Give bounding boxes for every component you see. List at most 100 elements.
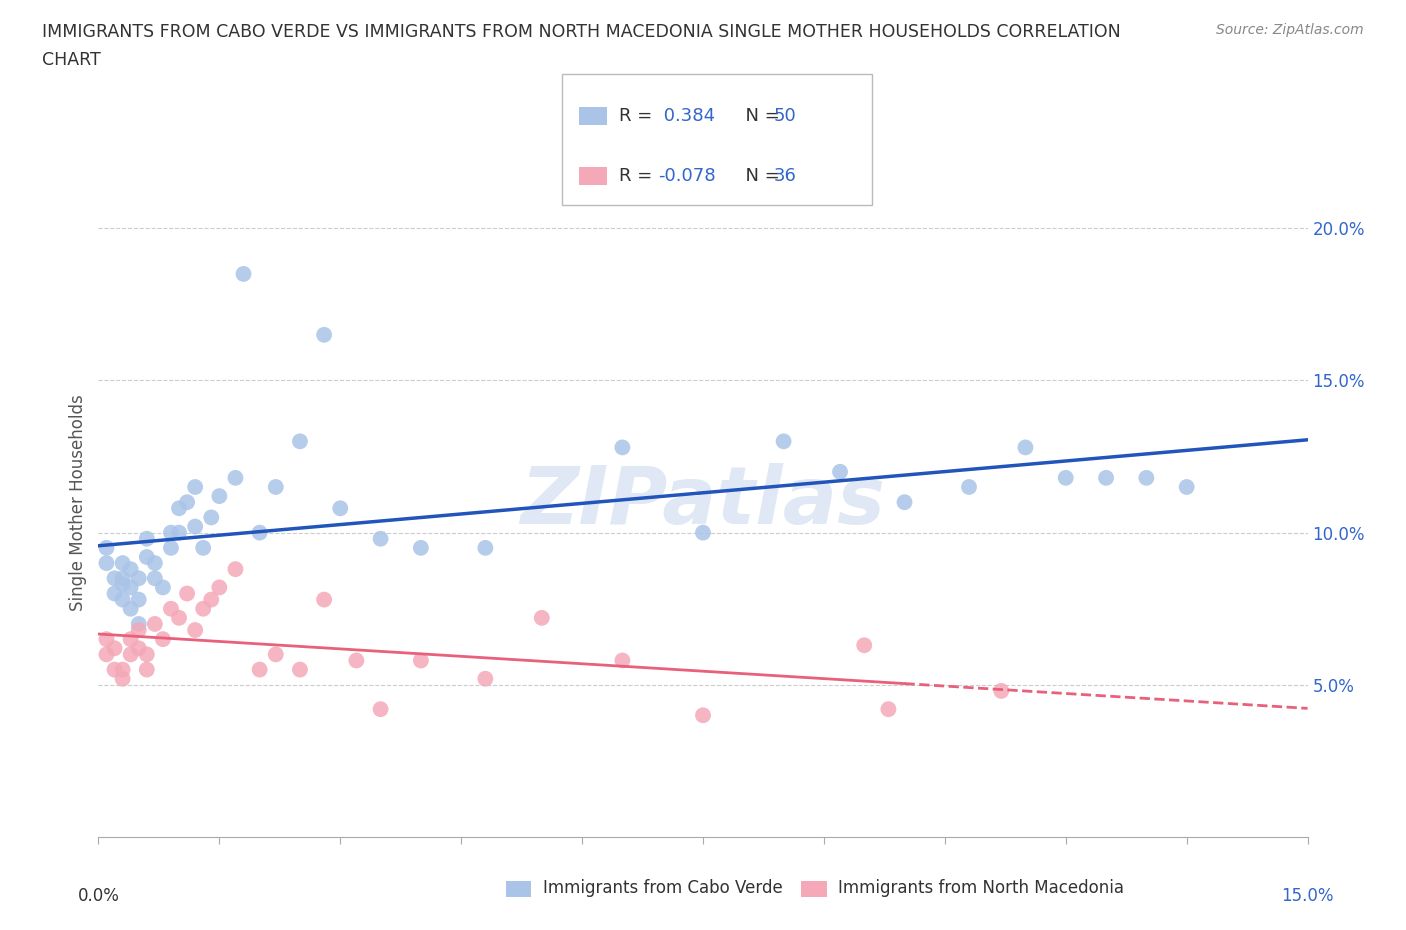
Point [474, 671, 496, 686]
Point [249, 662, 271, 677]
Text: -0.078: -0.078 [658, 167, 716, 185]
Point [96, 647, 118, 662]
Point [160, 602, 183, 617]
Point [96, 555, 118, 570]
Point [314, 327, 336, 342]
Point [120, 562, 142, 577]
Point [612, 440, 634, 455]
Point [135, 550, 157, 565]
Point [120, 631, 142, 646]
Text: CHART: CHART [42, 51, 101, 69]
Point [152, 580, 174, 595]
Point [224, 471, 246, 485]
Point [103, 641, 125, 656]
Point [167, 525, 190, 540]
Point [224, 562, 246, 577]
Point [772, 434, 794, 449]
Point [111, 577, 134, 591]
Point [957, 480, 980, 495]
Point [111, 555, 134, 570]
Point [264, 647, 287, 662]
Point [111, 571, 134, 586]
Text: Immigrants from Cabo Verde: Immigrants from Cabo Verde [543, 879, 783, 897]
Point [103, 662, 125, 677]
Point [128, 571, 150, 586]
Point [128, 617, 150, 631]
Text: 15.0%: 15.0% [1281, 887, 1334, 905]
Point [128, 641, 150, 656]
Point [249, 525, 271, 540]
Point [474, 540, 496, 555]
Text: Immigrants from North Macedonia: Immigrants from North Macedonia [838, 879, 1123, 897]
Point [120, 602, 142, 617]
Point [111, 671, 134, 686]
Point [409, 653, 432, 668]
Point [193, 540, 215, 555]
Point [1014, 440, 1036, 455]
Point [111, 592, 134, 607]
Point [288, 434, 311, 449]
Text: 0.384: 0.384 [658, 107, 716, 125]
Point [893, 495, 915, 510]
Text: Source: ZipAtlas.com: Source: ZipAtlas.com [1216, 23, 1364, 37]
Point [135, 662, 157, 677]
Point [143, 617, 166, 631]
Point [314, 592, 336, 607]
Point [692, 525, 714, 540]
Point [135, 647, 157, 662]
Point [990, 684, 1012, 698]
Point [692, 708, 714, 723]
Point [176, 586, 198, 601]
Point [103, 571, 125, 586]
Point [344, 653, 367, 668]
Text: R =: R = [619, 167, 658, 185]
Point [184, 622, 207, 637]
Point [828, 464, 851, 479]
Point [184, 519, 207, 534]
Text: IMMIGRANTS FROM CABO VERDE VS IMMIGRANTS FROM NORTH MACEDONIA SINGLE MOTHER HOUS: IMMIGRANTS FROM CABO VERDE VS IMMIGRANTS… [42, 23, 1121, 41]
Point [111, 662, 134, 677]
Point [135, 531, 157, 546]
Point [1175, 480, 1198, 495]
Point [120, 580, 142, 595]
Point [143, 571, 166, 586]
Text: 36: 36 [773, 167, 796, 185]
Point [264, 480, 287, 495]
Point [160, 540, 183, 555]
Point [853, 638, 876, 653]
Point [176, 495, 198, 510]
Point [128, 622, 150, 637]
Point [288, 662, 311, 677]
Text: ZIPatlas: ZIPatlas [520, 463, 886, 541]
Point [160, 525, 183, 540]
Point [96, 540, 118, 555]
Text: N =: N = [734, 107, 786, 125]
Point [612, 653, 634, 668]
Point [143, 555, 166, 570]
Point [167, 501, 190, 516]
Point [1095, 471, 1118, 485]
Point [232, 267, 254, 282]
Point [409, 540, 432, 555]
Point [120, 647, 142, 662]
Text: 0.0%: 0.0% [77, 887, 120, 905]
Point [200, 592, 222, 607]
Point [200, 510, 222, 525]
Point [103, 586, 125, 601]
Text: R =: R = [619, 107, 658, 125]
Point [128, 592, 150, 607]
Point [152, 631, 174, 646]
Text: N =: N = [734, 167, 786, 185]
Point [1054, 471, 1077, 485]
Point [208, 580, 231, 595]
Point [877, 702, 900, 717]
Point [167, 610, 190, 625]
Point [329, 501, 352, 516]
Point [370, 702, 392, 717]
Point [1135, 471, 1157, 485]
Point [184, 480, 207, 495]
Point [193, 602, 215, 617]
Text: 50: 50 [773, 107, 796, 125]
Point [370, 531, 392, 546]
Point [208, 488, 231, 503]
